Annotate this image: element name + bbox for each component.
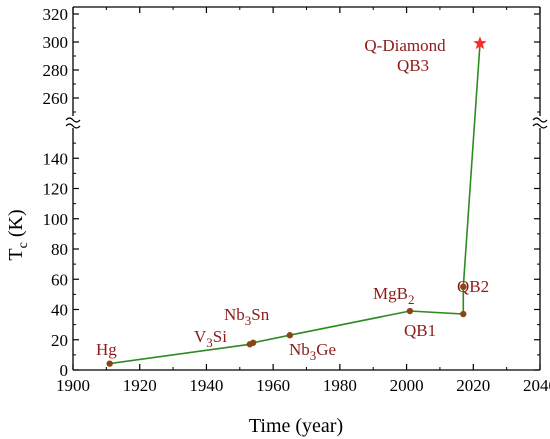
- point-label: Q-Diamond: [364, 36, 446, 55]
- point-label: V3Si: [194, 327, 227, 350]
- point-label: MgB2: [373, 284, 414, 307]
- data-point: [286, 332, 294, 339]
- data-point: [106, 360, 113, 367]
- axes: 1900192019401960198020002020204002040608…: [43, 5, 550, 395]
- x-tick-label: 1980: [323, 376, 357, 395]
- point-label: QB3: [397, 56, 429, 75]
- axis-break-mark: [65, 123, 81, 129]
- y-tick-label: 0: [60, 361, 69, 380]
- data-series: [106, 36, 487, 367]
- y-tick-label: 60: [51, 270, 68, 289]
- y-tick-label: 280: [43, 61, 69, 80]
- point-label: Nb3Sn: [224, 305, 270, 328]
- point-label: Hg: [96, 340, 117, 359]
- axis-break-mark: [532, 123, 548, 129]
- y-tick-label: 20: [51, 331, 68, 350]
- data-point: [406, 307, 414, 315]
- y-axis-title-main: T: [5, 248, 27, 260]
- y-axis-title-sub: c: [16, 242, 31, 248]
- x-axis-title: Time (year): [249, 415, 343, 437]
- y-tick-label: 300: [43, 33, 69, 52]
- point-label: QB1: [404, 321, 436, 340]
- data-point: [249, 339, 257, 346]
- y-tick-label: 40: [51, 301, 68, 320]
- data-point: [460, 310, 467, 318]
- point-label: QB2: [457, 277, 489, 296]
- x-tick-label: 1900: [56, 376, 90, 395]
- y-tick-label: 260: [43, 89, 69, 108]
- y-tick-label: 320: [43, 5, 69, 24]
- x-tick-label: 2020: [456, 376, 490, 395]
- x-tick-label: 1920: [123, 376, 157, 395]
- y-tick-label: 140: [43, 149, 69, 168]
- star-marker: [473, 36, 487, 50]
- y-tick-label: 120: [43, 180, 69, 199]
- data-point: [460, 283, 467, 291]
- axis-break-mark: [65, 117, 81, 123]
- axis-break-mark: [532, 117, 548, 123]
- series-line: [109, 43, 481, 365]
- x-tick-label: 1960: [256, 376, 290, 395]
- y-tick-label: 80: [51, 240, 68, 259]
- x-tick-label: 1940: [189, 376, 223, 395]
- y-axis-title: Tc (K): [5, 209, 31, 260]
- y-axis-title-unit: (K): [5, 209, 27, 242]
- point-label: Nb3Ge: [289, 340, 336, 363]
- y-tick-label: 100: [43, 210, 69, 229]
- x-tick-label: 2000: [390, 376, 424, 395]
